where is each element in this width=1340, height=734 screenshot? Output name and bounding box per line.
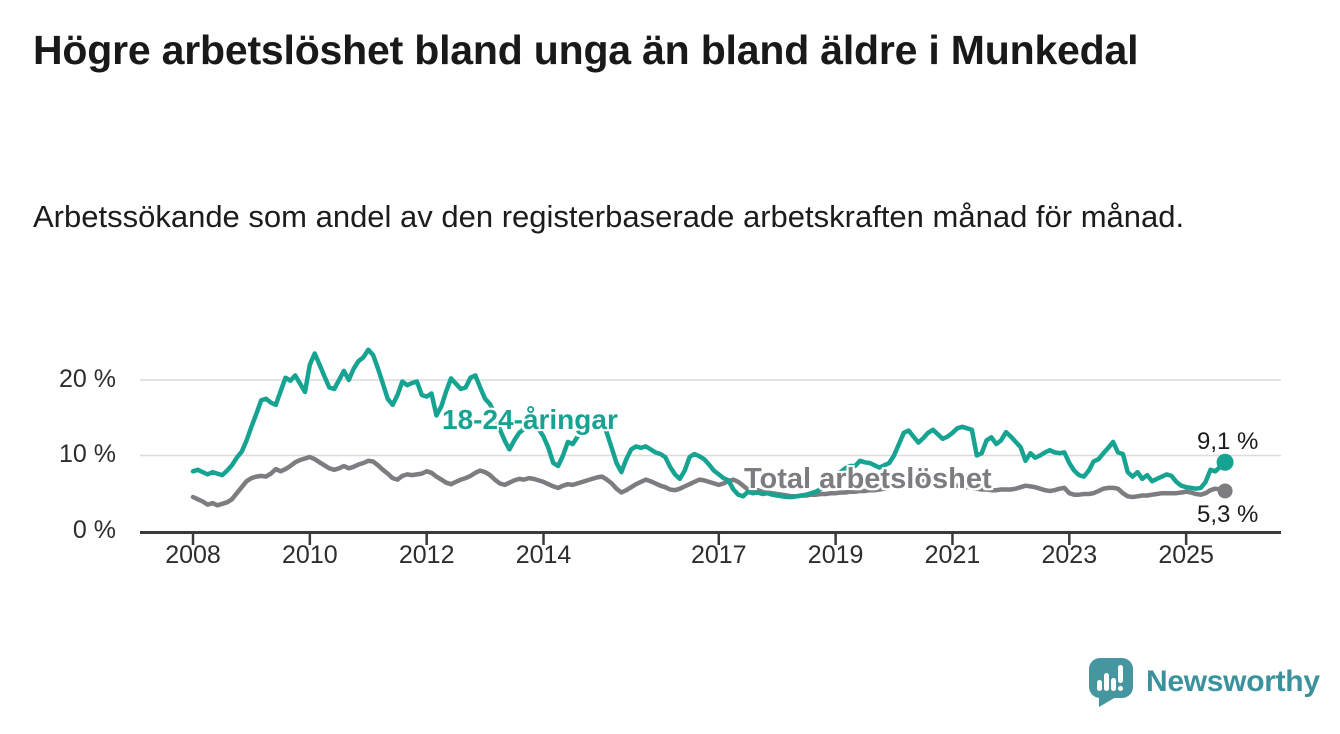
x-axis-tick-label: 2025: [1158, 541, 1214, 569]
x-axis-tick-label: 2012: [398, 541, 455, 569]
end-value-label-total: 5,3 %: [1197, 501, 1259, 528]
newsworthy-logo[interactable]: Newsworthy: [1088, 657, 1320, 707]
x-axis-tick-label: 2014: [515, 541, 572, 569]
x-axis-tick-label: 2017: [690, 541, 747, 569]
end-value-label-18-24: 9,1 %: [1197, 428, 1259, 455]
series-label-18-24-aringar: 18-24-åringar: [442, 404, 618, 435]
x-axis-tick-label: 2021: [924, 541, 981, 569]
page-subtitle: Arbetssökande som andel av den registerb…: [33, 199, 1185, 234]
bar-chart-speech-bubble-icon: [1089, 658, 1133, 707]
x-axis-tick-label: 2019: [807, 541, 864, 569]
series-label-total-arbetsloshet: Total arbetslöshet: [744, 463, 992, 495]
y-axis-tick-label: 20 %: [59, 364, 116, 393]
y-axis-tick-label: 0 %: [72, 516, 116, 544]
page-title: Högre arbetslöshet bland unga än bland ä…: [33, 27, 1139, 73]
x-axis-tick-label: 2008: [165, 541, 221, 569]
newsworthy-wordmark: Newsworthy: [1146, 665, 1320, 698]
x-axis-tick-label: 2010: [282, 541, 338, 569]
x-axis-tick-label: 2023: [1041, 541, 1098, 569]
y-axis-tick-label: 10 %: [59, 440, 116, 469]
